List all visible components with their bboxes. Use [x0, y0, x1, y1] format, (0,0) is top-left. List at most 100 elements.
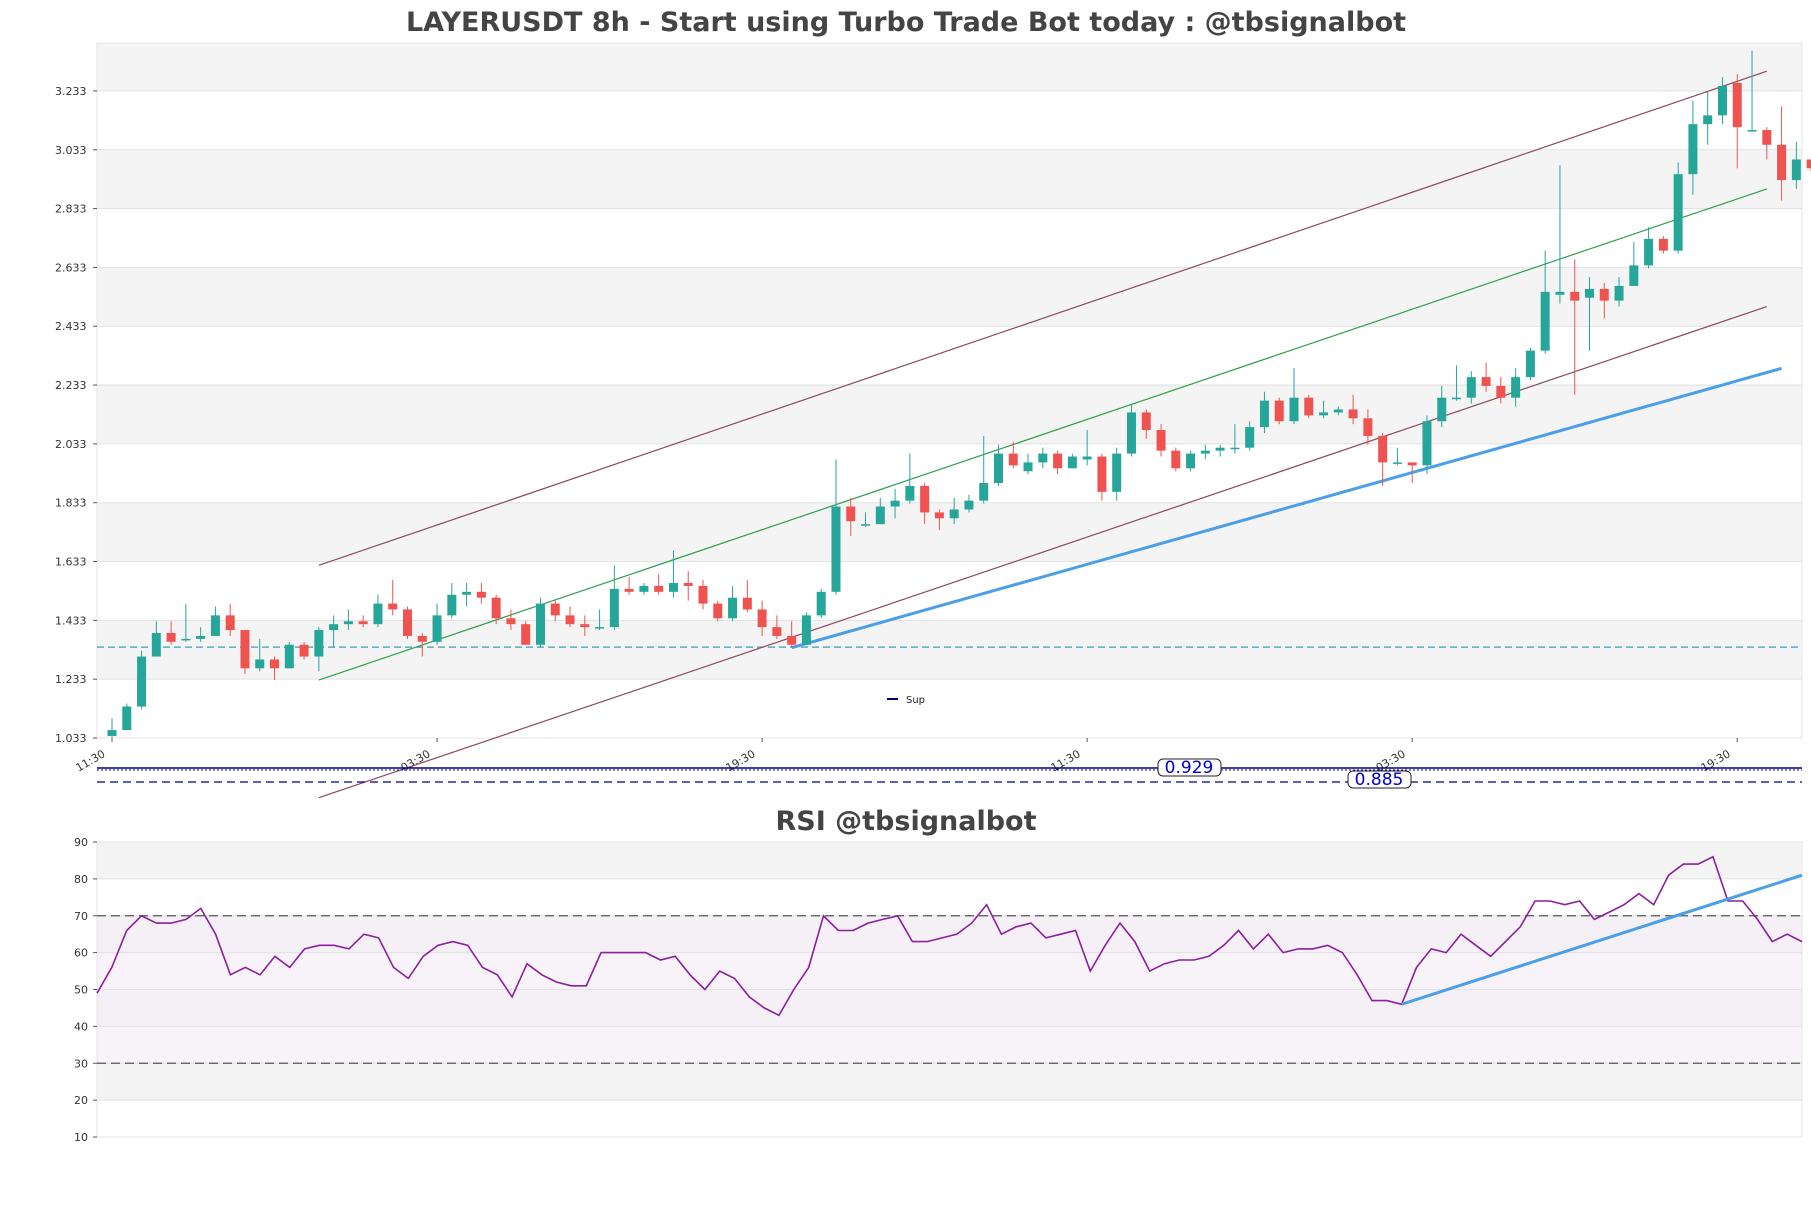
rsi-band: [97, 842, 1802, 879]
candle-body: [1201, 451, 1210, 454]
candle-body: [787, 636, 796, 645]
rsi-y-tick-label: 80: [74, 873, 88, 886]
price-band: [97, 620, 1802, 679]
candle-body: [1526, 351, 1535, 377]
candle-body: [964, 501, 973, 510]
legend-label-sup: Sup: [906, 695, 925, 706]
candle-body: [1555, 292, 1564, 295]
candle-body: [1304, 398, 1313, 416]
candle-body: [1733, 83, 1742, 127]
candle-body: [1541, 292, 1550, 351]
price-y-tick-label: 1.033: [55, 732, 87, 745]
candle-body: [1674, 174, 1683, 250]
candle-body: [580, 624, 589, 627]
candle-body: [255, 659, 264, 668]
price-band: [97, 43, 1802, 91]
candle-body: [300, 645, 309, 657]
candle-body: [536, 604, 545, 645]
price-y-tick-label: 1.233: [55, 673, 87, 686]
price-y-tick-label: 3.033: [55, 144, 87, 157]
candle-body: [152, 633, 161, 657]
candle-body: [1216, 448, 1225, 451]
candle-body: [1807, 159, 1811, 168]
candle-body: [403, 609, 412, 635]
candle-body: [772, 627, 781, 636]
candle-body: [1334, 409, 1343, 412]
candle-body: [1408, 462, 1417, 465]
candle-body: [1127, 412, 1136, 453]
candle-body: [418, 636, 427, 642]
candle-body: [1718, 86, 1727, 115]
candle-body: [137, 657, 146, 707]
rsi-y-tick-label: 40: [74, 1020, 88, 1033]
candle-body: [1703, 115, 1712, 124]
candle-body: [211, 615, 220, 636]
candle-body: [359, 621, 368, 624]
candle-body: [1496, 386, 1505, 398]
rsi-band: [97, 1063, 1802, 1100]
candle-body: [1748, 130, 1757, 132]
candle-body: [285, 645, 294, 669]
price-band: [97, 503, 1802, 562]
candle-body: [1171, 451, 1180, 469]
candle-body: [181, 639, 190, 641]
lower-level-lines: 0.929 0.885: [97, 758, 1802, 790]
candle-body: [1422, 421, 1431, 465]
candle-body: [1275, 401, 1284, 422]
candle-body: [329, 624, 338, 630]
candle-body: [713, 604, 722, 619]
price-chart-title: LAYERUSDT 8h - Start using Turbo Trade B…: [406, 7, 1406, 38]
candle-body: [1659, 239, 1668, 251]
candle-body: [639, 586, 648, 592]
candle-body: [477, 592, 486, 598]
candle-body: [270, 659, 279, 668]
candle-body: [1097, 457, 1106, 492]
candle-body: [1349, 409, 1358, 418]
candle-body: [669, 583, 678, 592]
candle-body: [1245, 427, 1254, 448]
candle-body: [373, 604, 382, 625]
candle-body: [595, 627, 604, 629]
value-box-2-text: 0.885: [1355, 770, 1404, 790]
candle-body: [920, 486, 929, 512]
candle-body: [1792, 159, 1801, 180]
candle-body: [1142, 412, 1151, 430]
candle-body: [551, 604, 560, 616]
price-y-tick-label: 1.433: [55, 614, 87, 627]
candle-body: [433, 615, 442, 641]
candle-body: [1452, 398, 1461, 400]
candle-body: [935, 512, 944, 518]
candle-body: [1393, 462, 1402, 464]
rsi-y-tick-label: 10: [74, 1131, 88, 1144]
candle-body: [1068, 457, 1077, 469]
candle-body: [876, 507, 885, 525]
price-y-tick-label: 2.633: [55, 261, 87, 274]
candle-body: [831, 507, 840, 592]
candle-body: [1112, 454, 1121, 492]
candle-body: [699, 586, 708, 604]
candle-body: [654, 586, 663, 592]
rsi-y-tick-label: 70: [74, 910, 88, 923]
candle-body: [240, 630, 249, 668]
candle-body: [1585, 289, 1594, 298]
candle-body: [1024, 462, 1033, 471]
rsi-y-tick-label: 30: [74, 1057, 88, 1070]
rsi-y-tick-label: 60: [74, 947, 88, 960]
candle-body: [122, 707, 131, 731]
candle-body: [314, 630, 323, 656]
candle-body: [1629, 265, 1638, 286]
price-x-tick-label: 19:30: [1699, 747, 1733, 774]
candle-body: [846, 507, 855, 522]
candle-body: [1777, 145, 1786, 180]
price-y-tick-label: 3.233: [55, 85, 87, 98]
candle-body: [226, 615, 235, 630]
candle-body: [167, 633, 176, 642]
price-y-tick-label: 2.833: [55, 203, 87, 216]
candle-body: [1260, 401, 1269, 427]
candle-body: [1570, 292, 1579, 301]
value-box-1-text: 0.929: [1165, 758, 1214, 778]
candle-body: [891, 501, 900, 507]
candle-body: [1053, 454, 1062, 469]
price-x-tick-label: 19:30: [724, 747, 758, 774]
